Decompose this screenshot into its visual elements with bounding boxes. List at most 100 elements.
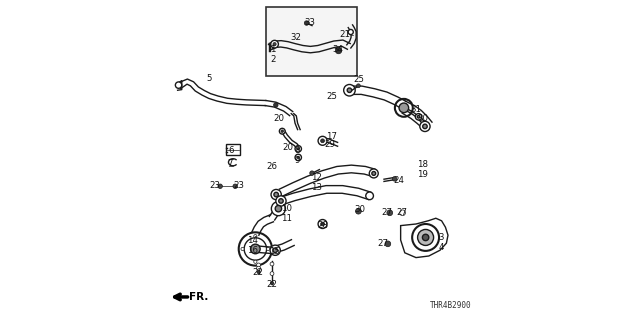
Circle shape <box>276 196 286 206</box>
Text: 23: 23 <box>233 181 244 190</box>
Circle shape <box>422 234 429 241</box>
Circle shape <box>281 130 284 132</box>
Circle shape <box>372 172 376 175</box>
Circle shape <box>175 82 182 88</box>
Circle shape <box>297 156 300 159</box>
Text: 29: 29 <box>324 140 335 149</box>
Text: 27: 27 <box>377 239 388 248</box>
Circle shape <box>273 43 276 46</box>
Circle shape <box>356 84 360 88</box>
Text: 32: 32 <box>291 33 301 42</box>
Text: 1: 1 <box>270 45 275 54</box>
Circle shape <box>275 205 282 212</box>
Circle shape <box>270 262 274 266</box>
Text: 25: 25 <box>353 75 364 84</box>
Text: 22: 22 <box>252 268 263 277</box>
Circle shape <box>318 220 327 228</box>
Circle shape <box>274 192 278 197</box>
Circle shape <box>257 263 260 267</box>
Text: 30: 30 <box>417 114 428 123</box>
Circle shape <box>369 169 378 178</box>
Text: 3: 3 <box>439 233 444 242</box>
Text: 33: 33 <box>304 18 316 27</box>
Circle shape <box>366 192 374 200</box>
Circle shape <box>305 21 309 25</box>
Text: 8: 8 <box>295 146 300 155</box>
Text: 15: 15 <box>269 247 280 256</box>
Circle shape <box>273 248 278 252</box>
Circle shape <box>385 241 390 247</box>
Circle shape <box>295 154 301 161</box>
Text: 34: 34 <box>332 45 343 54</box>
Text: 26: 26 <box>266 162 278 171</box>
Circle shape <box>321 139 324 143</box>
Text: 7: 7 <box>227 159 232 168</box>
Circle shape <box>254 235 257 238</box>
Circle shape <box>271 189 282 200</box>
Circle shape <box>270 282 274 285</box>
Circle shape <box>233 184 237 188</box>
Circle shape <box>280 128 285 134</box>
Circle shape <box>218 184 223 188</box>
Text: 18: 18 <box>417 160 428 169</box>
Circle shape <box>392 177 397 181</box>
Circle shape <box>266 247 270 251</box>
Circle shape <box>399 103 409 113</box>
Circle shape <box>270 272 274 276</box>
Circle shape <box>348 29 353 35</box>
Text: 27: 27 <box>396 208 407 217</box>
Circle shape <box>279 199 284 203</box>
Circle shape <box>318 136 327 145</box>
Circle shape <box>271 202 285 216</box>
Text: 28: 28 <box>317 221 328 230</box>
Text: 24: 24 <box>393 176 404 185</box>
Text: THR4B2900: THR4B2900 <box>430 301 472 310</box>
Text: 13: 13 <box>311 183 323 192</box>
Circle shape <box>356 208 361 214</box>
Circle shape <box>270 245 280 255</box>
Circle shape <box>422 124 428 129</box>
Text: 14: 14 <box>247 236 259 245</box>
Circle shape <box>241 247 244 251</box>
Circle shape <box>344 84 355 96</box>
Text: 12: 12 <box>311 173 323 182</box>
Text: 4: 4 <box>439 243 444 252</box>
Text: 23: 23 <box>209 181 220 190</box>
Text: 25: 25 <box>326 92 338 100</box>
Circle shape <box>257 266 260 270</box>
Text: 17: 17 <box>326 132 337 140</box>
Circle shape <box>254 260 257 263</box>
Circle shape <box>420 121 430 132</box>
FancyBboxPatch shape <box>266 7 357 76</box>
Text: 10: 10 <box>281 204 292 212</box>
Circle shape <box>257 270 260 274</box>
Circle shape <box>347 88 352 92</box>
Text: 22: 22 <box>266 280 277 289</box>
Circle shape <box>274 103 278 107</box>
Circle shape <box>335 47 342 54</box>
Text: 2: 2 <box>270 55 275 64</box>
Text: 21: 21 <box>339 30 351 39</box>
Circle shape <box>310 171 314 175</box>
Text: 19: 19 <box>417 170 428 179</box>
Text: 31: 31 <box>410 105 422 114</box>
Circle shape <box>321 222 324 226</box>
Circle shape <box>387 210 393 216</box>
Text: 5: 5 <box>207 74 212 83</box>
Text: 16: 16 <box>247 246 259 255</box>
Circle shape <box>399 210 406 216</box>
Circle shape <box>271 40 278 48</box>
Text: 30: 30 <box>355 205 365 214</box>
Text: FR.: FR. <box>189 292 208 302</box>
Text: 27: 27 <box>381 208 393 217</box>
Text: 9: 9 <box>295 156 300 164</box>
Text: 6: 6 <box>228 146 234 155</box>
Circle shape <box>295 146 301 152</box>
Circle shape <box>250 244 260 254</box>
Circle shape <box>417 229 434 245</box>
Circle shape <box>417 116 420 118</box>
Circle shape <box>297 148 300 150</box>
Text: 11: 11 <box>281 214 292 223</box>
Text: 20: 20 <box>273 114 284 123</box>
Circle shape <box>415 114 422 120</box>
